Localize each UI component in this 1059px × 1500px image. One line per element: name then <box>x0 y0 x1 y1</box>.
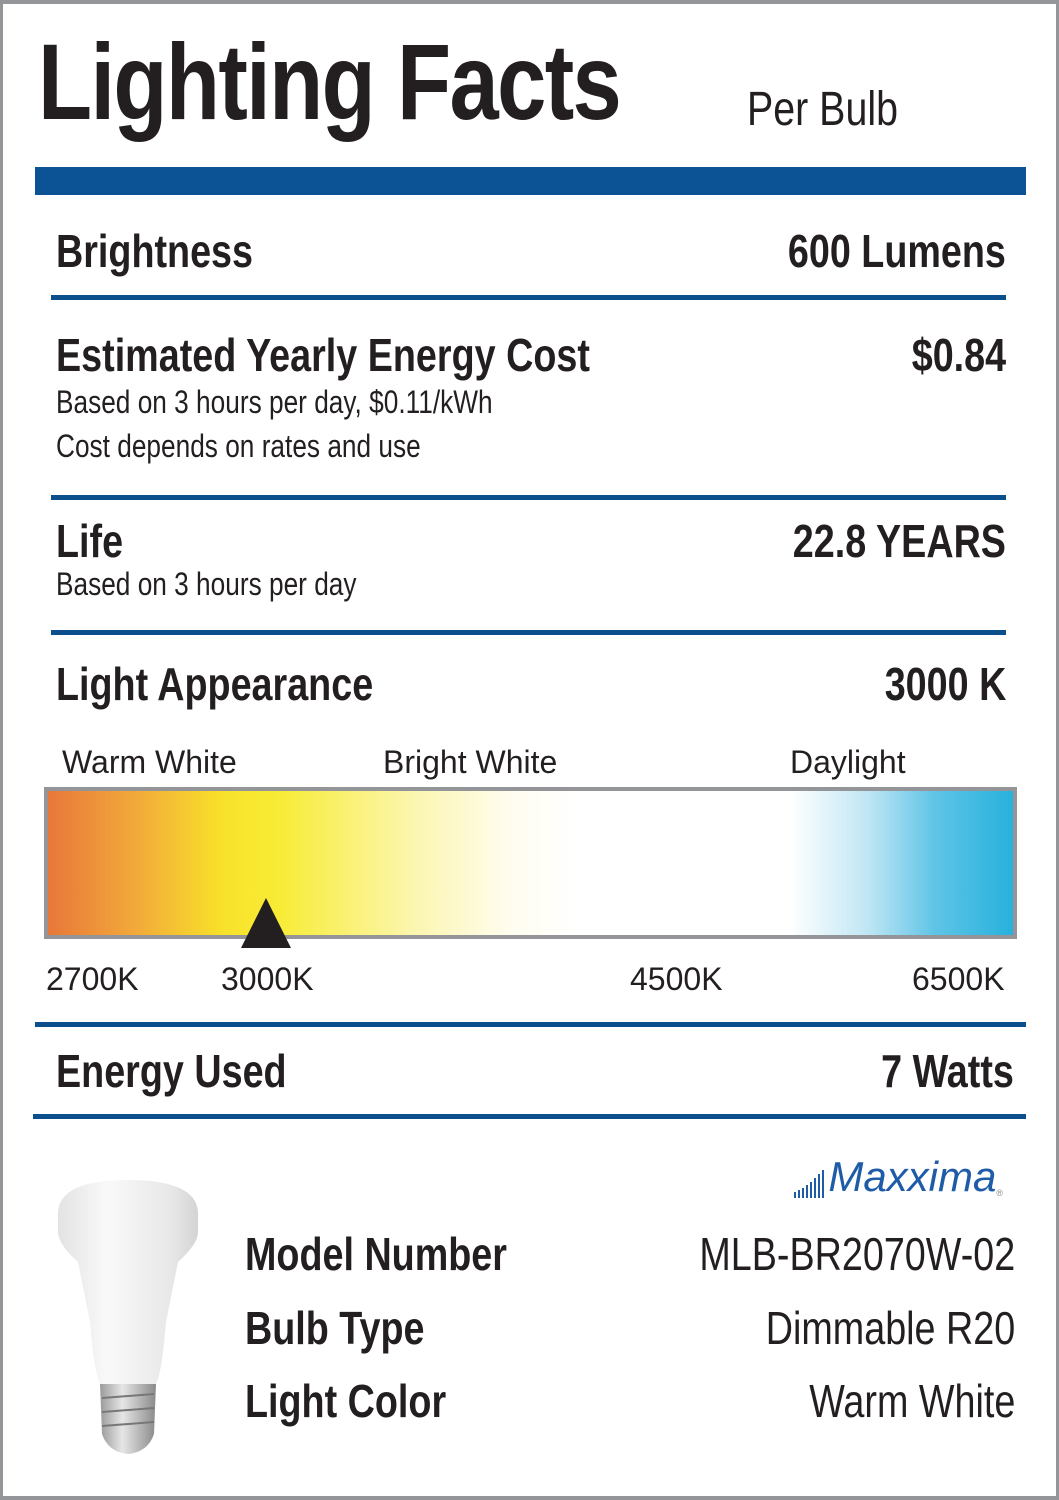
header-divider <box>35 167 1026 195</box>
light-bulb-image <box>58 1180 198 1454</box>
color-temperature-spectrum <box>44 787 1017 939</box>
life-label: Life <box>56 515 124 567</box>
light-appearance-label: Light Appearance <box>56 658 374 710</box>
registered-mark-icon: ® <box>996 1188 1003 1198</box>
model-number-label: Model Number <box>245 1228 507 1280</box>
light-color-label: Light Color <box>245 1375 447 1427</box>
scale-tick-3000k: 3000K <box>221 961 314 997</box>
brand-logo: Maxxima ® <box>794 1156 1003 1198</box>
energy-used-label: Energy Used <box>56 1045 287 1097</box>
scale-tick-4500k: 4500K <box>630 961 723 997</box>
divider <box>35 1022 1026 1027</box>
energy-cost-note-usage: Cost depends on rates and use <box>56 428 421 464</box>
divider <box>51 495 1006 500</box>
page-subtitle: Per Bulb <box>747 83 898 136</box>
scale-label-daylight: Daylight <box>790 744 906 780</box>
scale-tick-6500k: 6500K <box>912 961 1005 997</box>
light-appearance-value: 3000 K <box>884 658 1006 710</box>
energy-cost-label: Estimated Yearly Energy Cost <box>56 329 590 381</box>
bulb-type-label: Bulb Type <box>245 1302 425 1354</box>
brightness-value: 600 Lumens <box>787 225 1006 277</box>
brand-name: Maxxima <box>828 1153 997 1200</box>
energy-used-value: 7 Watts <box>881 1045 1014 1097</box>
divider <box>33 1114 1026 1119</box>
model-number-value: MLB-BR2070W-02 <box>699 1228 1015 1280</box>
energy-cost-note-rate: Based on 3 hours per day, $0.11/kWh <box>56 384 493 420</box>
light-color-value: Warm White <box>808 1375 1015 1427</box>
life-note: Based on 3 hours per day <box>56 566 357 602</box>
color-temperature-marker-icon <box>241 898 291 948</box>
energy-cost-value: $0.84 <box>911 329 1006 381</box>
divider <box>51 295 1006 300</box>
scale-label-warm-white: Warm White <box>62 744 237 780</box>
scale-label-bright-white: Bright White <box>383 744 558 780</box>
life-value: 22.8 YEARS <box>792 515 1006 567</box>
scale-tick-2700k: 2700K <box>46 961 139 997</box>
divider <box>51 630 1006 635</box>
bulb-type-value: Dimmable R20 <box>765 1302 1015 1354</box>
brightness-label: Brightness <box>56 225 254 277</box>
signal-bars-icon <box>794 1166 825 1198</box>
page-title: Lighting Facts <box>38 21 622 142</box>
